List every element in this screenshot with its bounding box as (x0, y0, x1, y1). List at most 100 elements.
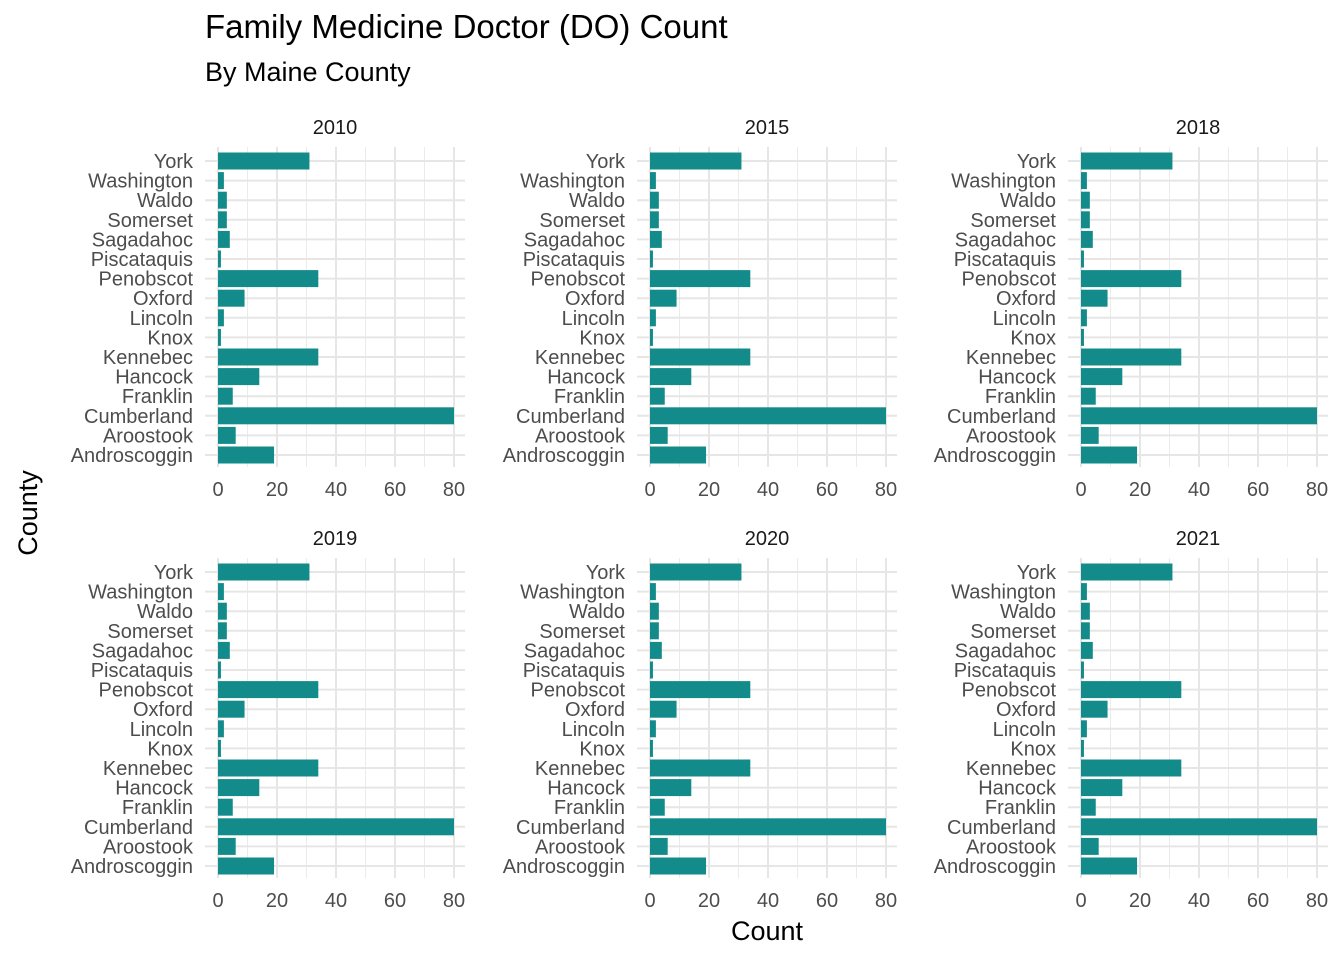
bar-2018-waldo (1081, 191, 1090, 209)
bar-2020-sagadahoc (650, 641, 662, 659)
y-tick-label: Cumberland (516, 817, 625, 839)
facet-panel-2018: AndroscogginAroostookCumberlandFranklinH… (934, 117, 1328, 501)
bar-2021-piscataquis (1081, 661, 1084, 679)
y-tick-label: Aroostook (966, 836, 1057, 858)
bar-2019-kennebec (218, 759, 319, 777)
y-tick-label: Kennebec (103, 347, 193, 369)
bar-2015-york (650, 152, 742, 170)
bar-2010-lincoln (218, 309, 224, 327)
x-tick-label: 20 (1129, 890, 1151, 912)
y-tick-label: Aroostook (535, 836, 626, 858)
bar-2019-york (218, 563, 310, 581)
y-tick-label: Penobscot (530, 269, 625, 291)
bar-2021-lincoln (1081, 720, 1087, 738)
bar-2019-franklin (218, 798, 233, 816)
bar-2010-hancock (218, 368, 260, 386)
bar-2015-franklin (650, 387, 665, 405)
y-tick-label: Sagadahoc (92, 229, 193, 251)
y-tick-label: Lincoln (993, 719, 1056, 741)
x-tick-label: 60 (384, 479, 406, 501)
y-tick-label: Androscoggin (71, 856, 193, 878)
y-tick-label: York (1017, 562, 1057, 584)
y-tick-label: Piscataquis (523, 660, 625, 682)
y-tick-label: Oxford (133, 288, 193, 310)
y-tick-label: Penobscot (961, 680, 1056, 702)
bar-2010-york (218, 152, 310, 170)
x-tick-label: 20 (698, 479, 720, 501)
bar-2015-androscoggin (650, 446, 707, 464)
facet-strip-label: 2018 (1176, 117, 1221, 139)
y-tick-label: Waldo (137, 190, 193, 212)
y-tick-label: Knox (147, 327, 193, 349)
bar-2015-cumberland (650, 407, 886, 425)
y-tick-label: Somerset (539, 621, 625, 643)
bar-2019-hancock (218, 779, 260, 797)
y-tick-label: Cumberland (84, 406, 193, 428)
bar-2018-piscataquis (1081, 250, 1084, 268)
y-tick-label: Hancock (978, 367, 1057, 389)
y-tick-label: Aroostook (103, 425, 194, 447)
bar-2021-cumberland (1081, 818, 1317, 836)
bar-2019-penobscot (218, 681, 319, 699)
y-tick-label: Cumberland (947, 406, 1056, 428)
x-tick-label: 0 (644, 479, 655, 501)
bar-2018-androscoggin (1081, 446, 1138, 464)
bar-2015-penobscot (650, 270, 751, 288)
y-tick-label: Waldo (1000, 190, 1056, 212)
facet-strip-label: 2020 (745, 528, 790, 550)
y-tick-label: Hancock (115, 367, 194, 389)
bar-2018-penobscot (1081, 270, 1182, 288)
bar-2015-hancock (650, 368, 692, 386)
facet-strip-label: 2015 (745, 117, 790, 139)
y-tick-label: Oxford (565, 288, 625, 310)
bar-2018-washington (1081, 172, 1087, 190)
x-tick-label: 40 (325, 890, 347, 912)
bar-2020-hancock (650, 779, 692, 797)
bar-2019-lincoln (218, 720, 224, 738)
bar-2018-sagadahoc (1081, 230, 1093, 248)
bar-2018-franklin (1081, 387, 1096, 405)
bar-2020-cumberland (650, 818, 886, 836)
x-tick-label: 0 (1075, 479, 1086, 501)
y-tick-label: Hancock (547, 367, 626, 389)
y-tick-label: Kennebec (966, 758, 1056, 780)
y-tick-label: Franklin (554, 386, 625, 408)
bar-2020-york (650, 563, 742, 581)
y-tick-label: Waldo (137, 601, 193, 623)
bar-2018-aroostook (1081, 426, 1099, 444)
bar-2019-sagadahoc (218, 641, 230, 659)
y-tick-label: Aroostook (966, 425, 1057, 447)
bar-2020-somerset (650, 622, 659, 640)
y-tick-label: Lincoln (562, 719, 625, 741)
bar-2020-washington (650, 583, 656, 601)
bar-2020-piscataquis (650, 661, 653, 679)
y-tick-label: Cumberland (516, 406, 625, 428)
y-tick-label: Androscoggin (934, 856, 1056, 878)
bar-2021-franklin (1081, 798, 1096, 816)
bar-2015-piscataquis (650, 250, 653, 268)
y-tick-label: Kennebec (103, 758, 193, 780)
bar-2010-kennebec (218, 348, 319, 366)
y-tick-label: Penobscot (961, 269, 1056, 291)
bar-2019-piscataquis (218, 661, 221, 679)
y-tick-label: Androscoggin (503, 856, 625, 878)
chart-title: Family Medicine Doctor (DO) Count (205, 8, 728, 45)
y-tick-label: Washington (520, 171, 625, 193)
bar-2010-cumberland (218, 407, 454, 425)
bar-2021-oxford (1081, 700, 1108, 718)
x-tick-label: 0 (212, 479, 223, 501)
bar-2010-aroostook (218, 426, 236, 444)
x-tick-label: 80 (443, 890, 465, 912)
y-tick-label: Lincoln (562, 308, 625, 330)
bar-2010-waldo (218, 191, 227, 209)
y-tick-label: Piscataquis (954, 660, 1056, 682)
y-tick-label: Somerset (107, 210, 193, 232)
y-tick-label: Oxford (133, 699, 193, 721)
x-tick-label: 60 (1247, 479, 1269, 501)
y-tick-label: Lincoln (130, 308, 193, 330)
bar-2018-york (1081, 152, 1173, 170)
y-tick-label: Knox (1010, 738, 1056, 760)
bar-2019-waldo (218, 602, 227, 620)
y-tick-label: Sagadahoc (524, 229, 625, 251)
